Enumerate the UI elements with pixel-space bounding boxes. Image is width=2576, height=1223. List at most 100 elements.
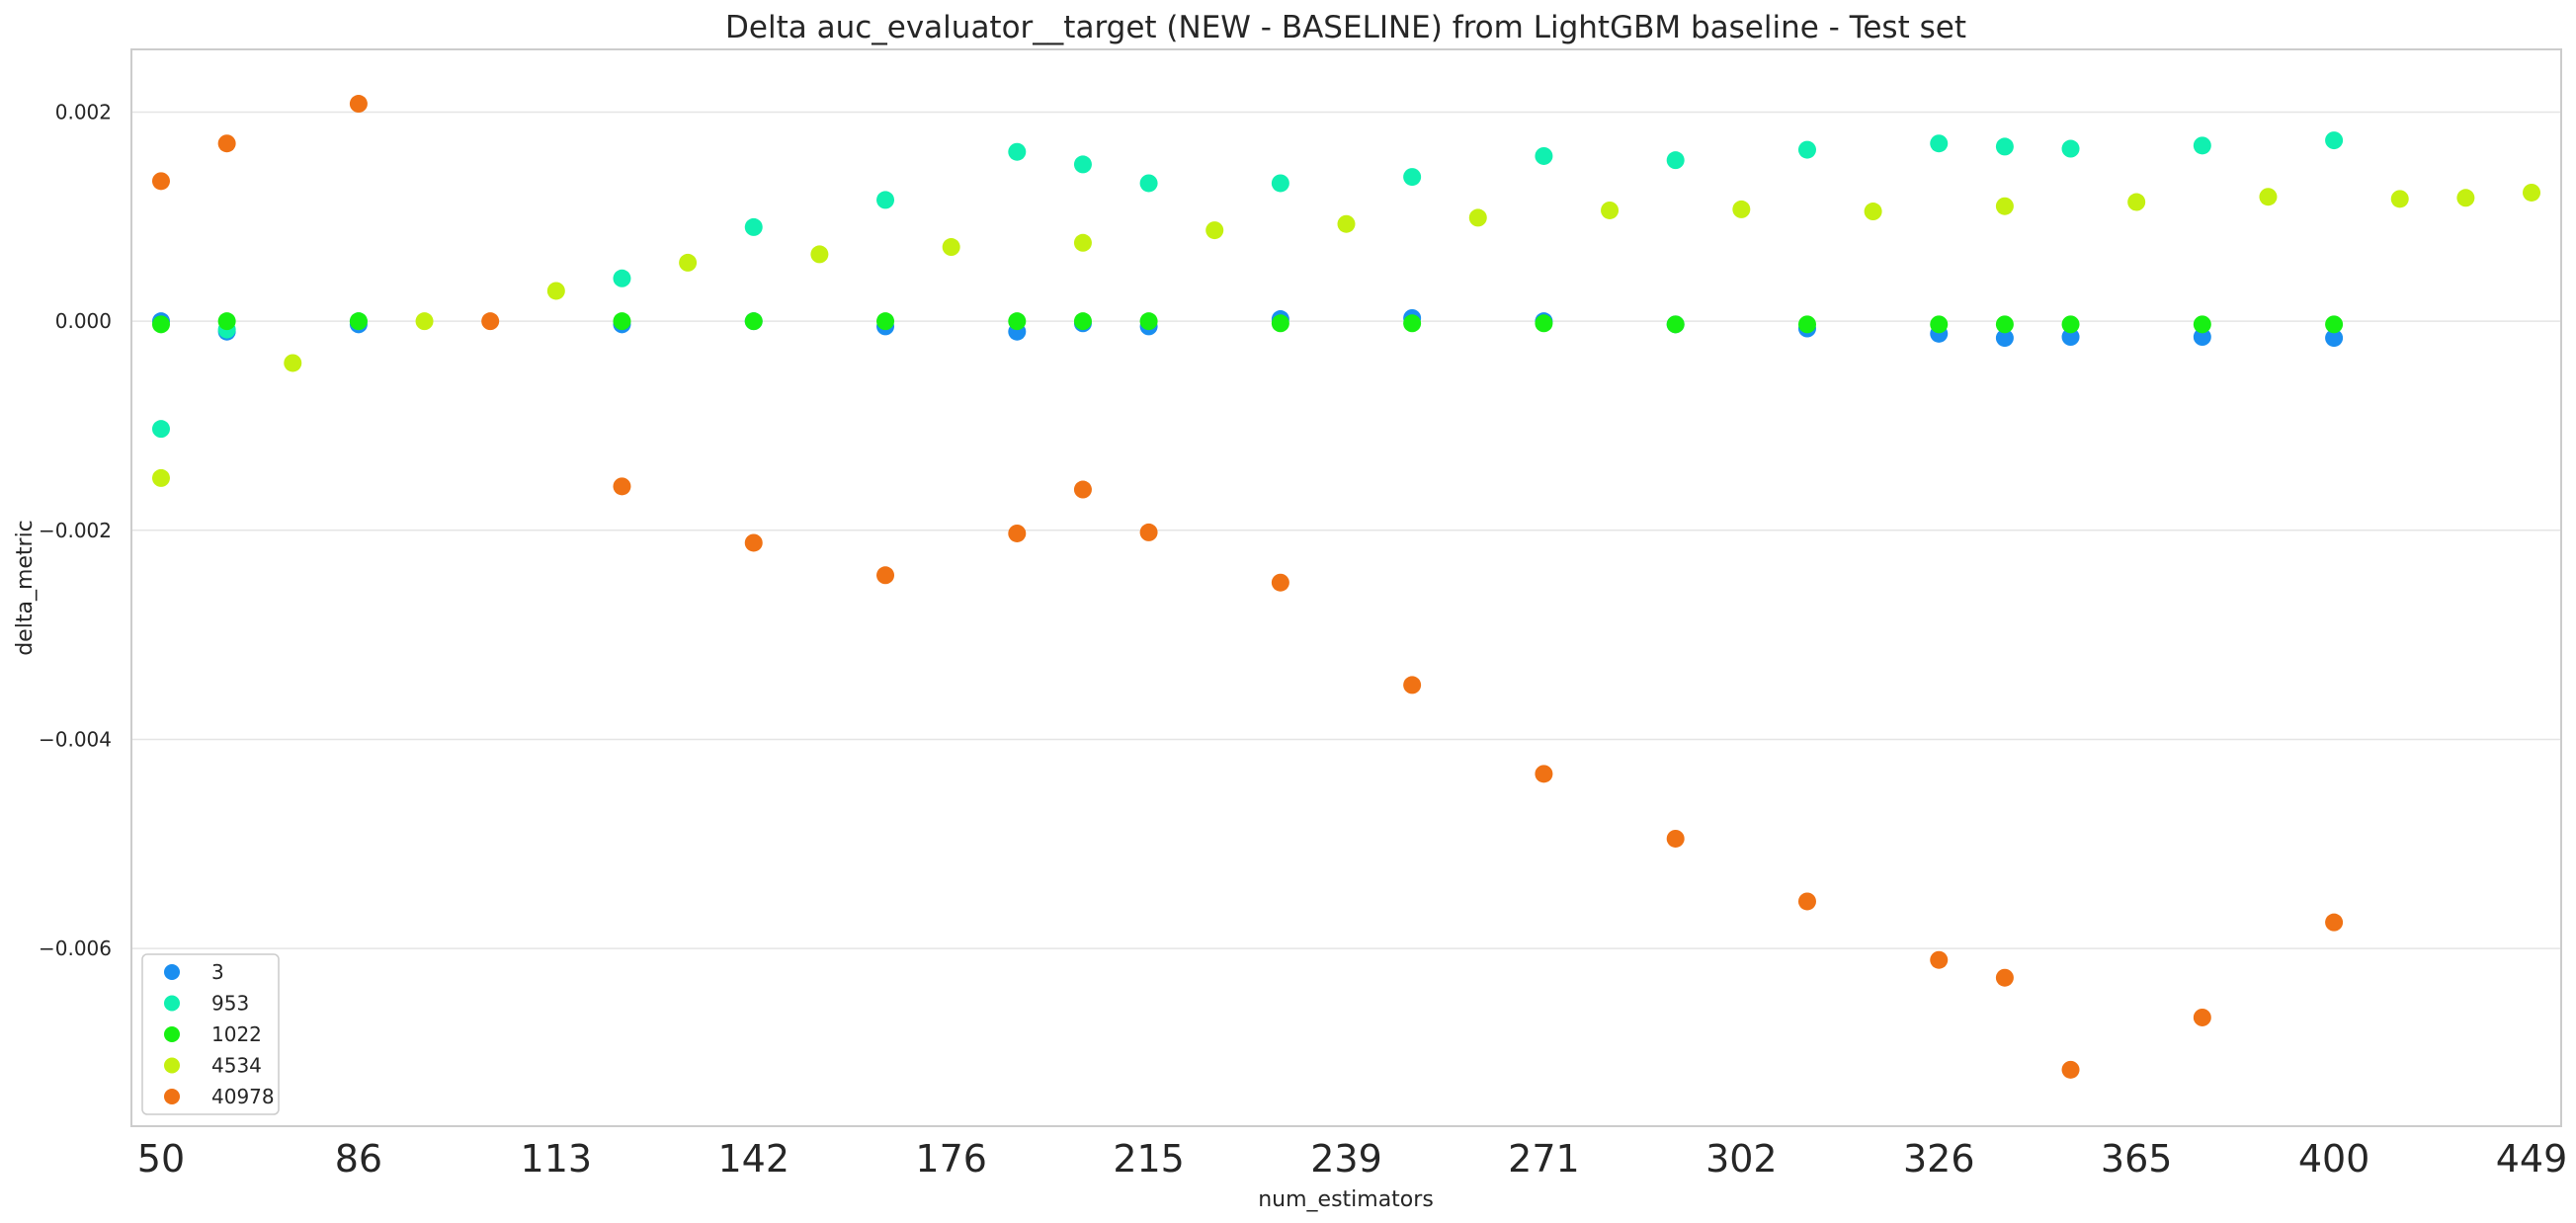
- x-tick-label: 142: [717, 1137, 789, 1181]
- data-point: [613, 269, 631, 287]
- data-point: [1008, 312, 1027, 331]
- x-tick-label: 271: [1508, 1137, 1580, 1181]
- data-point: [546, 282, 565, 300]
- data-point: [744, 312, 763, 331]
- data-point: [151, 172, 170, 191]
- data-point: [1271, 314, 1289, 333]
- data-point: [744, 533, 763, 552]
- series-4534: [151, 183, 2541, 487]
- data-point: [1995, 315, 2014, 334]
- data-point: [1995, 329, 2014, 348]
- data-point: [1930, 315, 1949, 334]
- y-gridlines: [131, 111, 2561, 949]
- data-point: [1271, 573, 1289, 592]
- x-tick-label: 86: [335, 1137, 382, 1181]
- legend-label: 40978: [211, 1085, 275, 1108]
- data-point: [217, 134, 236, 153]
- data-point: [2325, 329, 2344, 348]
- data-point: [942, 238, 960, 257]
- data-point: [1797, 140, 1816, 159]
- data-point: [2259, 188, 2278, 206]
- y-tick-label: −0.002: [39, 519, 112, 542]
- x-tick-label: 239: [1310, 1137, 1382, 1181]
- data-point: [1732, 200, 1751, 218]
- data-point: [1073, 155, 1092, 174]
- legend-box: [141, 953, 280, 1115]
- data-point: [1666, 151, 1685, 170]
- data-point: [284, 354, 302, 372]
- y-tick-label: 0.000: [55, 309, 112, 333]
- legend-label: 3: [211, 960, 224, 984]
- legend-marker: [164, 964, 180, 980]
- data-point: [2061, 139, 2080, 158]
- chart-title: Delta auc_evaluator__target (NEW - BASEL…: [725, 10, 1966, 45]
- data-point: [2061, 1060, 2080, 1079]
- series-40978: [151, 95, 2344, 1079]
- data-point: [613, 312, 631, 331]
- x-tick-label: 400: [2298, 1137, 2370, 1181]
- data-point: [1797, 892, 1816, 911]
- legend-marker: [164, 995, 180, 1012]
- data-point: [1995, 137, 2014, 156]
- data-point: [1008, 142, 1027, 161]
- data-point: [810, 245, 829, 264]
- data-point: [876, 566, 895, 585]
- data-point: [679, 253, 698, 272]
- legend-label: 4534: [211, 1054, 262, 1078]
- data-point: [2325, 131, 2344, 150]
- data-point: [2193, 315, 2211, 334]
- x-tick-label: 215: [1113, 1137, 1185, 1181]
- data-point: [151, 420, 170, 439]
- data-point: [1666, 829, 1685, 848]
- data-point: [2325, 315, 2344, 334]
- legend-marker: [164, 1057, 180, 1074]
- data-point: [613, 477, 631, 496]
- series-953: [151, 131, 2344, 439]
- y-tick-labels: 0.002 0.000 −0.002 −0.004 −0.006: [39, 100, 112, 960]
- legend-marker: [164, 1089, 180, 1104]
- data-point: [1995, 968, 2014, 987]
- data-point: [1139, 174, 1158, 193]
- x-tick-label: 50: [137, 1137, 185, 1181]
- data-point: [1205, 221, 1224, 240]
- data-point: [1139, 312, 1158, 331]
- data-point: [1666, 315, 1685, 334]
- data-point: [1995, 197, 2014, 215]
- data-point: [1535, 146, 1553, 165]
- x-tick-label: 176: [915, 1137, 987, 1181]
- data-point: [1864, 203, 1882, 221]
- data-point: [481, 312, 500, 331]
- data-point: [2523, 183, 2541, 202]
- series-1022: [151, 312, 2344, 334]
- data-point: [876, 312, 895, 331]
- data-point: [1139, 523, 1158, 541]
- data-point: [2061, 315, 2080, 334]
- data-points: [151, 95, 2541, 1079]
- data-point: [349, 312, 368, 331]
- data-point: [1535, 314, 1553, 333]
- data-point: [1271, 174, 1289, 193]
- data-point: [1073, 480, 1092, 499]
- x-axis-label: num_estimators: [1258, 1187, 1434, 1212]
- data-point: [1337, 214, 1356, 233]
- data-point: [1403, 314, 1422, 333]
- y-tick-label: −0.004: [39, 727, 112, 751]
- data-point: [2390, 190, 2409, 208]
- data-point: [415, 312, 434, 331]
- data-point: [2193, 136, 2211, 155]
- data-point: [349, 95, 368, 114]
- data-point: [2193, 1008, 2211, 1026]
- data-point: [217, 312, 236, 331]
- data-point: [2456, 189, 2475, 207]
- y-tick-label: 0.002: [55, 100, 112, 123]
- x-tick-labels: 50 86 113 142 176 215 239 271 302 326 365 400 449: [137, 1137, 2567, 1181]
- data-point: [1930, 950, 1949, 969]
- data-point: [1930, 134, 1949, 153]
- data-point: [151, 315, 170, 334]
- legend-label: 1022: [211, 1022, 262, 1046]
- data-point: [876, 191, 895, 209]
- data-point: [1403, 676, 1422, 694]
- x-tick-label: 113: [521, 1137, 593, 1181]
